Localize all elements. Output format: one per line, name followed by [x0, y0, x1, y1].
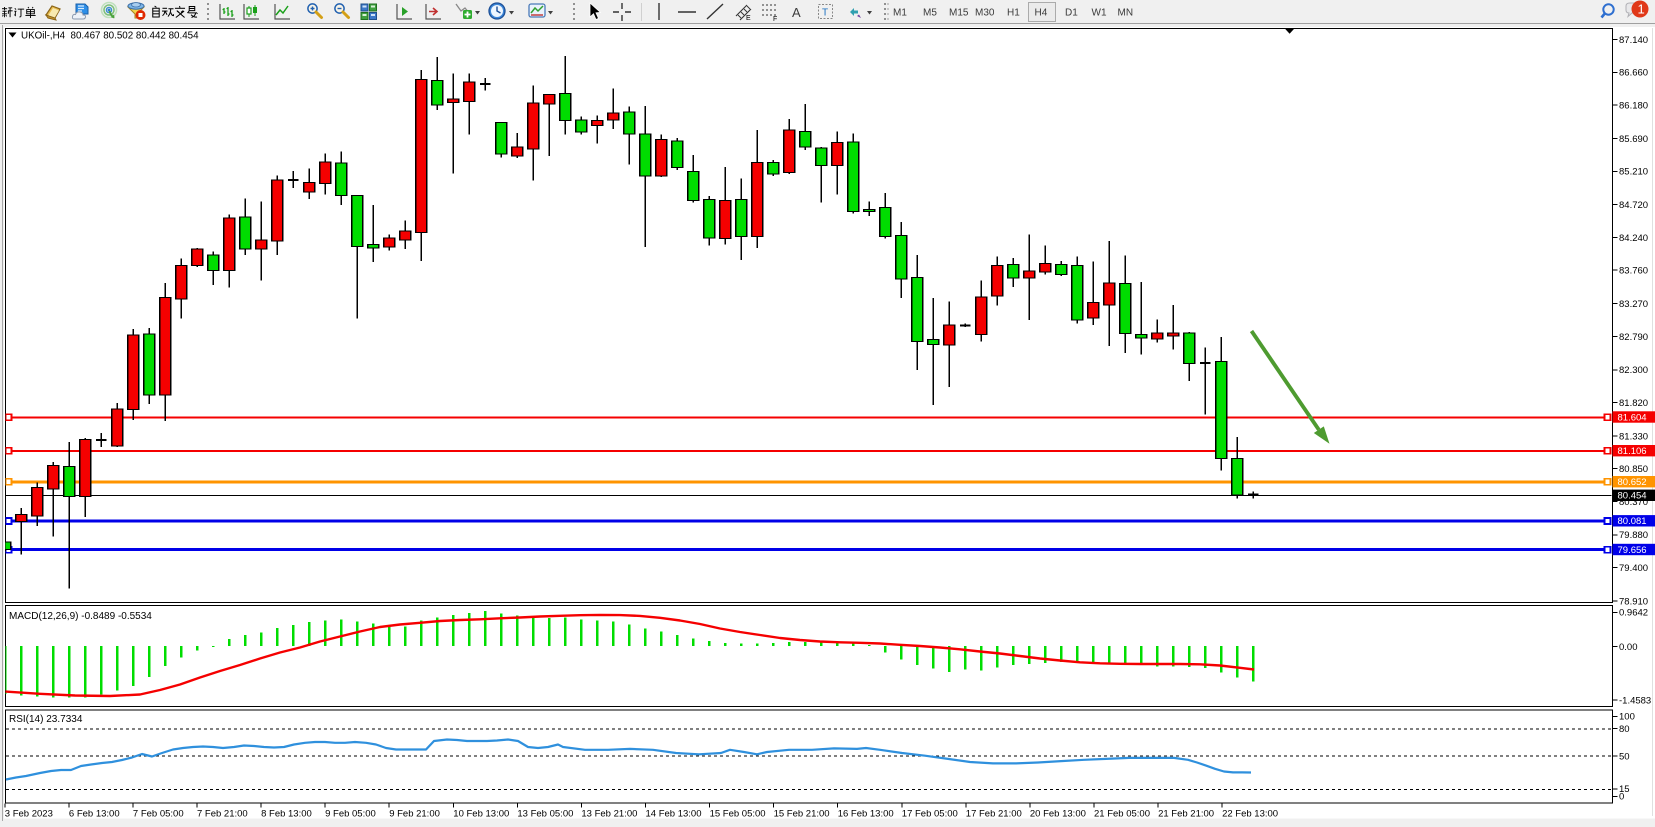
svg-text:84.720: 84.720 [1619, 200, 1648, 211]
svg-text:80.652: 80.652 [1618, 477, 1647, 488]
svg-text:79.880: 79.880 [1619, 530, 1648, 541]
svg-text:8 Feb 13:00: 8 Feb 13:00 [261, 809, 312, 820]
svg-text:E: E [746, 15, 751, 22]
svg-text:M15: M15 [949, 8, 969, 19]
svg-text:14 Feb 13:00: 14 Feb 13:00 [646, 809, 702, 820]
svg-text:17 Feb 21:00: 17 Feb 21:00 [966, 809, 1022, 820]
svg-text:86.660: 86.660 [1619, 68, 1648, 79]
svg-text:13 Feb 05:00: 13 Feb 05:00 [517, 809, 573, 820]
svg-text:UKOil-,H4 80.467 80.502 80.44: UKOil-,H4 80.467 80.502 80.442 80.454 [21, 31, 199, 42]
svg-text:-1.4583: -1.4583 [1619, 695, 1651, 706]
svg-text:81.604: 81.604 [1618, 412, 1647, 423]
svg-text:81.106: 81.106 [1618, 446, 1647, 457]
svg-text:85.690: 85.690 [1619, 134, 1648, 145]
svg-text:82.300: 82.300 [1619, 365, 1648, 376]
svg-text:0.00: 0.00 [1619, 642, 1638, 653]
svg-text:D1: D1 [1065, 8, 1078, 19]
svg-text:84.240: 84.240 [1619, 233, 1648, 244]
svg-text:M30: M30 [975, 8, 995, 19]
svg-text:20 Feb 13:00: 20 Feb 13:00 [1030, 809, 1086, 820]
svg-text:21 Feb 05:00: 21 Feb 05:00 [1094, 809, 1150, 820]
svg-text:81.820: 81.820 [1619, 398, 1648, 409]
svg-text:82.790: 82.790 [1619, 332, 1648, 343]
svg-text:78.910: 78.910 [1619, 596, 1648, 607]
svg-text:F: F [773, 16, 777, 23]
svg-text:50: 50 [1619, 752, 1630, 763]
svg-text:80.850: 80.850 [1619, 464, 1648, 475]
svg-text:21 Feb 21:00: 21 Feb 21:00 [1158, 809, 1214, 820]
svg-text:80.454: 80.454 [1618, 491, 1647, 502]
svg-text:MN: MN [1118, 8, 1134, 19]
svg-text:13 Feb 21:00: 13 Feb 21:00 [581, 809, 637, 820]
svg-text:86.180: 86.180 [1619, 101, 1648, 112]
svg-text:83.760: 83.760 [1619, 266, 1648, 277]
svg-text:9 Feb 05:00: 9 Feb 05:00 [325, 809, 376, 820]
svg-text:87.140: 87.140 [1619, 35, 1648, 46]
svg-text:0.9642: 0.9642 [1619, 608, 1648, 619]
svg-text:6 Feb 13:00: 6 Feb 13:00 [69, 809, 120, 820]
svg-text:80.081: 80.081 [1618, 516, 1647, 527]
svg-text:A: A [792, 5, 801, 20]
svg-text:H1: H1 [1007, 8, 1020, 19]
svg-text:83.270: 83.270 [1619, 299, 1648, 310]
svg-text:M1: M1 [893, 8, 907, 19]
svg-text:22 Feb 13:00: 22 Feb 13:00 [1222, 809, 1278, 820]
svg-text:MACD(12,26,9) -0.8489 -0.5534: MACD(12,26,9) -0.8489 -0.5534 [9, 611, 152, 622]
svg-text:0: 0 [1619, 792, 1624, 803]
svg-text:9 Feb 21:00: 9 Feb 21:00 [389, 809, 440, 820]
svg-text:3 Feb 2023: 3 Feb 2023 [5, 809, 53, 820]
svg-text:H4: H4 [1035, 8, 1048, 19]
svg-text:T: T [822, 8, 828, 19]
svg-text:80: 80 [1619, 724, 1630, 735]
svg-text:15 Feb 21:00: 15 Feb 21:00 [774, 809, 830, 820]
svg-text:17 Feb 05:00: 17 Feb 05:00 [902, 809, 958, 820]
svg-text:7 Feb 21:00: 7 Feb 21:00 [197, 809, 248, 820]
svg-text:79.656: 79.656 [1618, 545, 1647, 556]
svg-text:W1: W1 [1092, 8, 1107, 19]
svg-text:16 Feb 13:00: 16 Feb 13:00 [838, 809, 894, 820]
svg-text:15 Feb 05:00: 15 Feb 05:00 [710, 809, 766, 820]
svg-text:7 Feb 05:00: 7 Feb 05:00 [133, 809, 184, 820]
svg-text:85.210: 85.210 [1619, 167, 1648, 178]
svg-text:100: 100 [1619, 712, 1635, 723]
svg-text:10 Feb 13:00: 10 Feb 13:00 [453, 809, 509, 820]
svg-text:M5: M5 [923, 8, 937, 19]
svg-text:1: 1 [1638, 2, 1645, 17]
svg-text:79.400: 79.400 [1619, 563, 1648, 574]
svg-text:81.330: 81.330 [1619, 431, 1648, 442]
svg-text:RSI(14) 23.7334: RSI(14) 23.7334 [9, 714, 83, 725]
